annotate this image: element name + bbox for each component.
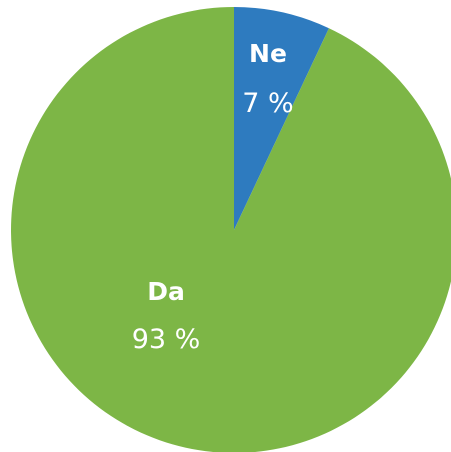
- slice-value-ne: 7 %: [242, 88, 293, 119]
- pie-slice-da: [11, 7, 451, 452]
- pie-slice-ne: [234, 7, 329, 230]
- slice-value-da: 93 %: [132, 324, 201, 355]
- slice-label-ne: Ne: [249, 39, 287, 68]
- slice-label-da: Da: [147, 277, 185, 306]
